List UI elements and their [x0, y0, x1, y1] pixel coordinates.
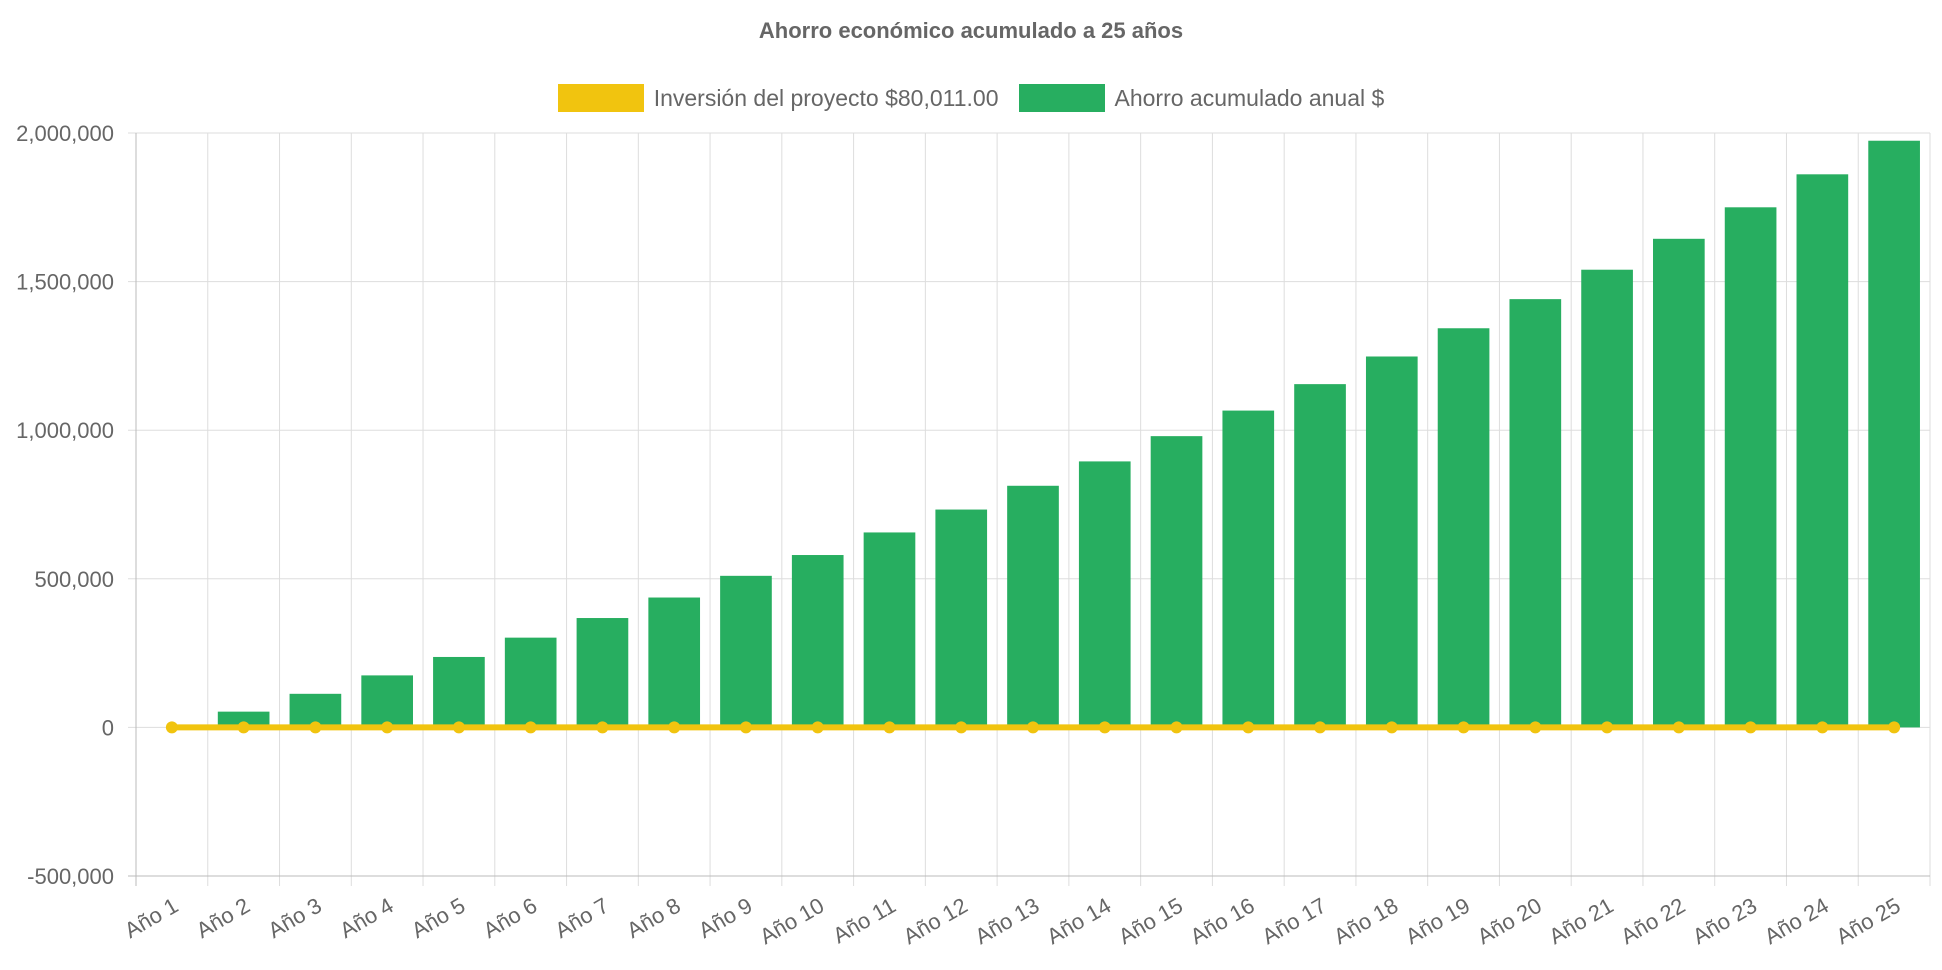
x-tick-label: Año 25: [1832, 893, 1905, 950]
line-point: [165, 721, 178, 734]
y-tick-label: -500,000: [27, 864, 114, 889]
y-tick-label: 2,000,000: [16, 121, 114, 146]
line-point: [668, 721, 681, 734]
bar: [217, 711, 270, 728]
line-point: [1242, 721, 1255, 734]
x-tick-label: Año 9: [694, 893, 756, 943]
bar: [863, 532, 916, 728]
x-tick-label: Año 24: [1760, 893, 1833, 950]
bar: [1437, 328, 1490, 728]
legend-item-savings[interactable]: Ahorro acumulado anual $: [1018, 84, 1385, 112]
x-tick-label: Año 1: [120, 893, 182, 943]
bar: [1078, 461, 1131, 728]
bar: [504, 637, 557, 728]
legend-swatch-investment: [557, 84, 644, 112]
chart-title: Ahorro económico acumulado a 25 años: [758, 18, 1184, 43]
line-point: [1601, 721, 1614, 734]
x-tick-label: Año 11: [828, 893, 899, 949]
bar: [1724, 207, 1777, 728]
x-tick-label: Año 8: [622, 893, 684, 943]
x-tick-label: Año 21: [1545, 893, 1618, 950]
bar: [1007, 485, 1059, 728]
line-point: [524, 721, 537, 734]
x-tick-label: Año 7: [551, 893, 613, 943]
bar: [361, 675, 413, 728]
line-point: [883, 721, 896, 734]
line-point: [811, 721, 824, 734]
bar: [1868, 140, 1920, 728]
line-point: [1888, 721, 1901, 734]
line-point: [237, 721, 250, 734]
line-point: [1098, 721, 1111, 734]
line-point: [381, 721, 394, 734]
bar: [576, 618, 629, 728]
x-tick-label: Año 3: [264, 893, 326, 943]
bar: [1150, 436, 1203, 728]
x-tick-label: Año 16: [1186, 893, 1259, 950]
line-point: [1744, 721, 1757, 734]
line-point: [1314, 721, 1327, 734]
line-point: [309, 721, 322, 734]
bar: [1222, 410, 1275, 728]
x-tick-label: Año 19: [1401, 893, 1474, 950]
legend-label-savings: Ahorro acumulado anual $: [1114, 84, 1385, 111]
x-tick-label: Año 2: [192, 893, 254, 943]
x-tick-label: Año 10: [755, 893, 828, 950]
x-tick-label: Año 5: [407, 893, 469, 943]
line-point: [1385, 721, 1398, 734]
x-tick-label: Año 18: [1329, 893, 1402, 950]
x-tick-label: Año 12: [899, 893, 972, 950]
line-point: [1816, 721, 1829, 734]
x-tick-label: Año 17: [1258, 893, 1331, 950]
x-tick-label: Año 15: [1114, 893, 1187, 950]
bar: [433, 656, 485, 728]
bar: [1294, 384, 1346, 728]
bar: [935, 509, 988, 728]
bar: [791, 555, 844, 728]
line-point: [596, 721, 609, 734]
line-point: [1027, 721, 1039, 734]
legend: Inversión del proyecto $80,011.00 Ahorro…: [0, 84, 1942, 112]
legend-item-investment[interactable]: Inversión del proyecto $80,011.00: [557, 84, 999, 112]
line-point: [1170, 721, 1183, 734]
y-tick-label: 1,000,000: [16, 418, 114, 443]
y-tick-label: 0: [102, 715, 114, 740]
x-tick-label: Año 20: [1473, 893, 1546, 950]
y-tick-label: 1,500,000: [16, 270, 114, 295]
x-tick-label: Año 14: [1042, 893, 1115, 950]
x-tick-label: Año 6: [479, 893, 541, 943]
bar: [1581, 269, 1633, 728]
line-point: [452, 721, 465, 734]
legend-label-investment: Inversión del proyecto $80,011.00: [653, 84, 999, 111]
bar: [648, 597, 701, 728]
line-point: [955, 721, 968, 734]
bar: [1653, 238, 1705, 728]
bar: [720, 575, 772, 728]
line-point: [1457, 721, 1470, 734]
legend-swatch-savings: [1018, 84, 1105, 112]
y-tick-label: 500,000: [34, 567, 114, 592]
bar: [1796, 174, 1849, 728]
x-tick-label: Año 4: [335, 893, 397, 943]
bar: [1509, 299, 1562, 728]
line-point: [1529, 721, 1542, 734]
x-tick-label: Año 23: [1688, 893, 1761, 950]
x-tick-label: Año 22: [1616, 893, 1689, 950]
line-point: [1672, 721, 1685, 734]
bar: [1365, 356, 1418, 728]
line-point: [739, 721, 752, 734]
x-tick-label: Año 13: [971, 893, 1044, 950]
